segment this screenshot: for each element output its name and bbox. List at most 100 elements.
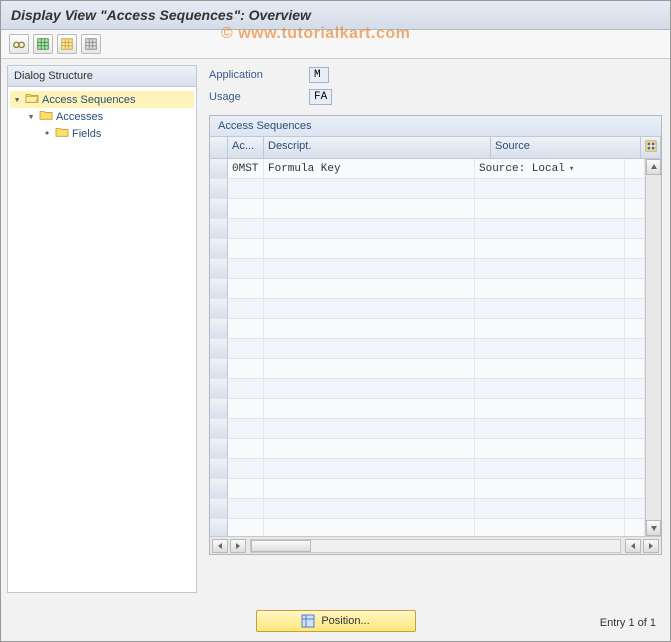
row-selector[interactable] [210, 479, 228, 498]
cell-source[interactable] [475, 279, 625, 298]
row-selector[interactable] [210, 259, 228, 278]
cell-source[interactable] [475, 239, 625, 258]
table-row[interactable] [210, 239, 645, 259]
cell-ac[interactable] [228, 179, 264, 198]
table-row[interactable] [210, 519, 645, 536]
row-selector[interactable] [210, 399, 228, 418]
toolbar-btn-table-green[interactable] [33, 34, 53, 54]
cell-source[interactable] [475, 179, 625, 198]
cell-descript[interactable] [264, 319, 475, 338]
cell-descript[interactable] [264, 199, 475, 218]
cell-ac[interactable] [228, 419, 264, 438]
table-row[interactable] [210, 439, 645, 459]
row-selector[interactable] [210, 439, 228, 458]
cell-source[interactable] [475, 419, 625, 438]
cell-source[interactable] [475, 519, 625, 536]
table-row[interactable]: 0MSTFormula KeySource: Local▾ [210, 159, 645, 179]
row-selector[interactable] [210, 499, 228, 518]
row-selector[interactable] [210, 419, 228, 438]
toolbar-btn-table-grey[interactable] [81, 34, 101, 54]
cell-descript[interactable] [264, 439, 475, 458]
cell-ac[interactable] [228, 239, 264, 258]
cell-descript[interactable] [264, 399, 475, 418]
cell-descript[interactable] [264, 479, 475, 498]
table-row[interactable] [210, 199, 645, 219]
position-button[interactable]: Position... [256, 610, 416, 632]
tree-item-accesses[interactable]: ▾ Accesses [10, 108, 194, 125]
cell-source[interactable] [475, 459, 625, 478]
cell-ac[interactable]: 0MST [228, 159, 264, 178]
tree-item-fields[interactable]: • Fields [10, 125, 194, 142]
cell-ac[interactable] [228, 279, 264, 298]
table-row[interactable] [210, 499, 645, 519]
grid-config-button[interactable] [641, 137, 661, 158]
cell-descript[interactable] [264, 259, 475, 278]
table-row[interactable] [210, 459, 645, 479]
cell-ac[interactable] [228, 459, 264, 478]
cell-descript[interactable] [264, 299, 475, 318]
row-selector[interactable] [210, 319, 228, 338]
cell-ac[interactable] [228, 259, 264, 278]
table-row[interactable] [210, 179, 645, 199]
row-selector[interactable] [210, 339, 228, 358]
scroll-left-button-2[interactable] [625, 539, 641, 553]
tree-expander-icon[interactable]: ▾ [12, 93, 22, 106]
cell-source[interactable] [475, 219, 625, 238]
table-row[interactable] [210, 379, 645, 399]
toolbar-btn-glasses[interactable] [9, 34, 29, 54]
cell-source[interactable]: Source: Local▾ [475, 159, 625, 178]
cell-ac[interactable] [228, 479, 264, 498]
scroll-thumb[interactable] [251, 540, 311, 552]
tree-item-access-sequences[interactable]: ▾ Access Sequences [10, 91, 194, 108]
cell-ac[interactable] [228, 499, 264, 518]
cell-descript[interactable]: Formula Key [264, 159, 475, 178]
cell-descript[interactable] [264, 379, 475, 398]
cell-ac[interactable] [228, 319, 264, 338]
cell-descript[interactable] [264, 339, 475, 358]
field-value-application[interactable]: M [309, 67, 329, 83]
row-selector[interactable] [210, 239, 228, 258]
dropdown-icon[interactable]: ▾ [565, 164, 574, 174]
cell-descript[interactable] [264, 179, 475, 198]
cell-source[interactable] [475, 259, 625, 278]
table-row[interactable] [210, 419, 645, 439]
cell-descript[interactable] [264, 519, 475, 536]
cell-source[interactable] [475, 359, 625, 378]
cell-descript[interactable] [264, 359, 475, 378]
cell-ac[interactable] [228, 519, 264, 536]
cell-source[interactable] [475, 379, 625, 398]
row-selector[interactable] [210, 519, 228, 536]
row-selector[interactable] [210, 219, 228, 238]
grid-header-descript[interactable]: Descript. [264, 137, 491, 158]
table-row[interactable] [210, 399, 645, 419]
grid-vertical-scrollbar[interactable] [645, 159, 661, 536]
grid-horizontal-scrollbar[interactable] [210, 536, 661, 554]
scroll-up-button[interactable] [646, 159, 661, 175]
table-row[interactable] [210, 279, 645, 299]
cell-descript[interactable] [264, 219, 475, 238]
field-value-usage[interactable]: FA [309, 89, 332, 105]
table-row[interactable] [210, 259, 645, 279]
cell-ac[interactable] [228, 359, 264, 378]
table-row[interactable] [210, 339, 645, 359]
table-row[interactable] [210, 219, 645, 239]
cell-descript[interactable] [264, 499, 475, 518]
row-selector[interactable] [210, 159, 228, 178]
cell-ac[interactable] [228, 399, 264, 418]
cell-source[interactable] [475, 199, 625, 218]
scroll-down-button[interactable] [646, 520, 661, 536]
row-selector[interactable] [210, 459, 228, 478]
cell-ac[interactable] [228, 219, 264, 238]
cell-source[interactable] [475, 399, 625, 418]
table-row[interactable] [210, 299, 645, 319]
row-selector[interactable] [210, 199, 228, 218]
cell-source[interactable] [475, 319, 625, 338]
cell-source[interactable] [475, 499, 625, 518]
cell-ac[interactable] [228, 439, 264, 458]
cell-ac[interactable] [228, 299, 264, 318]
scroll-right-button[interactable] [230, 539, 246, 553]
cell-descript[interactable] [264, 279, 475, 298]
cell-ac[interactable] [228, 339, 264, 358]
scroll-left-button[interactable] [212, 539, 228, 553]
cell-source[interactable] [475, 299, 625, 318]
